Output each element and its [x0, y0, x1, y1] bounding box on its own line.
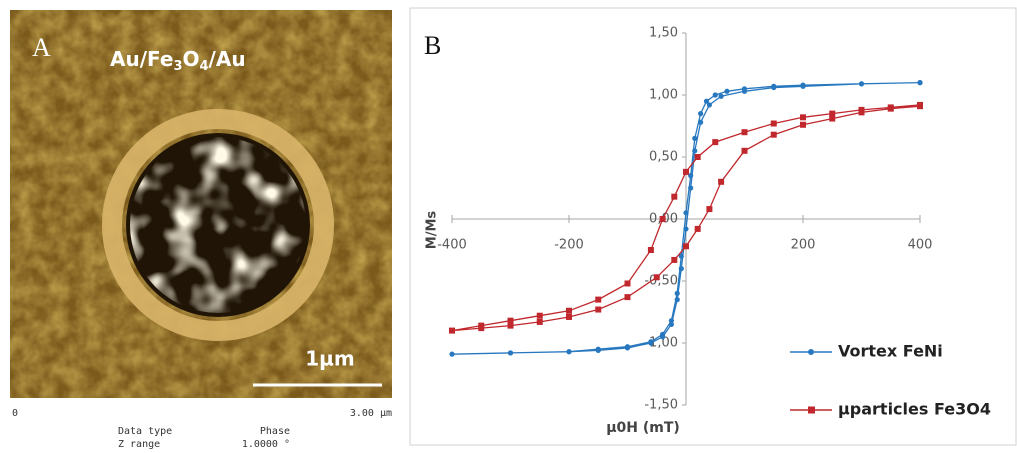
data-point: [683, 243, 689, 250]
data-point: [917, 103, 923, 110]
axis-end: 3.00 µm: [350, 408, 392, 419]
data-point: [671, 193, 678, 200]
data-point: [694, 154, 701, 160]
image-title: Au/Fe3O4/Au: [110, 47, 246, 74]
data-point: [724, 88, 730, 94]
data-point: [706, 102, 713, 108]
legend-marker: [808, 406, 815, 414]
y-tick-label: 1,00: [649, 88, 678, 103]
info-key: Data type: [118, 426, 172, 437]
data-point: [566, 313, 572, 320]
data-point: [741, 147, 748, 154]
info-value: Phase: [260, 426, 290, 437]
y-tick-label: -0,50: [644, 274, 678, 289]
data-point: [694, 225, 701, 232]
data-point: [536, 312, 543, 319]
data-point: [712, 92, 718, 98]
data-point: [595, 296, 602, 303]
data-point: [692, 148, 698, 154]
data-point: [653, 274, 660, 281]
x-tick-label: 400: [908, 238, 933, 253]
data-point: [688, 185, 694, 191]
data-point: [647, 247, 654, 253]
data-point: [770, 120, 777, 127]
data-point: [917, 80, 923, 86]
chart-frame: [409, 7, 1017, 446]
data-point: [692, 135, 698, 141]
data-point: [741, 88, 748, 94]
data-point: [507, 350, 514, 356]
data-point: [674, 297, 680, 303]
data-point: [478, 325, 485, 332]
data-point: [668, 318, 674, 324]
data-point: [671, 256, 678, 263]
panel-label: A: [32, 33, 51, 62]
data-point: [718, 93, 724, 99]
data-point: [703, 98, 710, 104]
y-tick-label: 1,50: [649, 26, 678, 41]
data-point: [683, 168, 689, 175]
data-point: [566, 307, 572, 314]
data-point: [770, 131, 777, 138]
legend-marker: [808, 349, 814, 355]
data-point: [741, 129, 748, 136]
data-point: [771, 84, 777, 91]
afm-image: [10, 10, 392, 398]
y-tick-label: 0,50: [649, 150, 678, 165]
data-point: [678, 266, 684, 272]
info-key: Z range: [118, 439, 160, 450]
data-point: [829, 115, 836, 122]
y-tick-label: -1,50: [644, 398, 678, 413]
data-point: [683, 226, 689, 232]
data-point: [858, 81, 865, 87]
data-point: [566, 349, 572, 355]
x-axis-title: µ0H (mT): [606, 420, 680, 436]
data-point: [659, 216, 666, 222]
data-point: [800, 114, 806, 121]
y-axis-title: M/Ms: [425, 211, 440, 250]
data-point: [595, 306, 602, 313]
data-point: [829, 110, 836, 117]
data-point: [660, 334, 666, 340]
info-value: 1.0000 °: [242, 439, 290, 450]
data-point: [507, 322, 514, 329]
data-point: [449, 351, 455, 357]
data-point: [800, 121, 806, 128]
x-tick-label: -200: [554, 238, 584, 253]
data-point: [648, 340, 654, 346]
axis-start: 0: [12, 408, 18, 419]
data-point: [688, 173, 694, 179]
legend-label: µparticles Fe3O4: [838, 400, 991, 419]
x-tick-label: 200: [791, 238, 816, 253]
data-point: [668, 321, 674, 327]
data-point: [678, 253, 684, 259]
data-point: [800, 83, 806, 89]
data-point: [624, 345, 631, 351]
y-tick-label: -1,00: [644, 336, 678, 351]
data-point: [507, 317, 514, 324]
data-point: [624, 280, 631, 287]
data-point: [536, 318, 543, 325]
data-point: [887, 105, 894, 112]
legend-label: Vortex FeNi: [838, 342, 943, 361]
data-point: [858, 109, 865, 116]
data-point: [595, 347, 601, 354]
data-point: [698, 111, 704, 117]
data-point: [698, 119, 704, 125]
data-point: [718, 178, 725, 185]
data-point: [624, 294, 631, 301]
data-point: [674, 290, 680, 296]
scale-bar-label: 1µm: [305, 347, 354, 371]
data-point: [683, 210, 689, 216]
data-point: [712, 139, 719, 146]
x-tick-label: -400: [437, 238, 467, 253]
panel-label: B: [424, 31, 441, 60]
data-point: [449, 327, 455, 334]
data-point: [706, 206, 713, 213]
